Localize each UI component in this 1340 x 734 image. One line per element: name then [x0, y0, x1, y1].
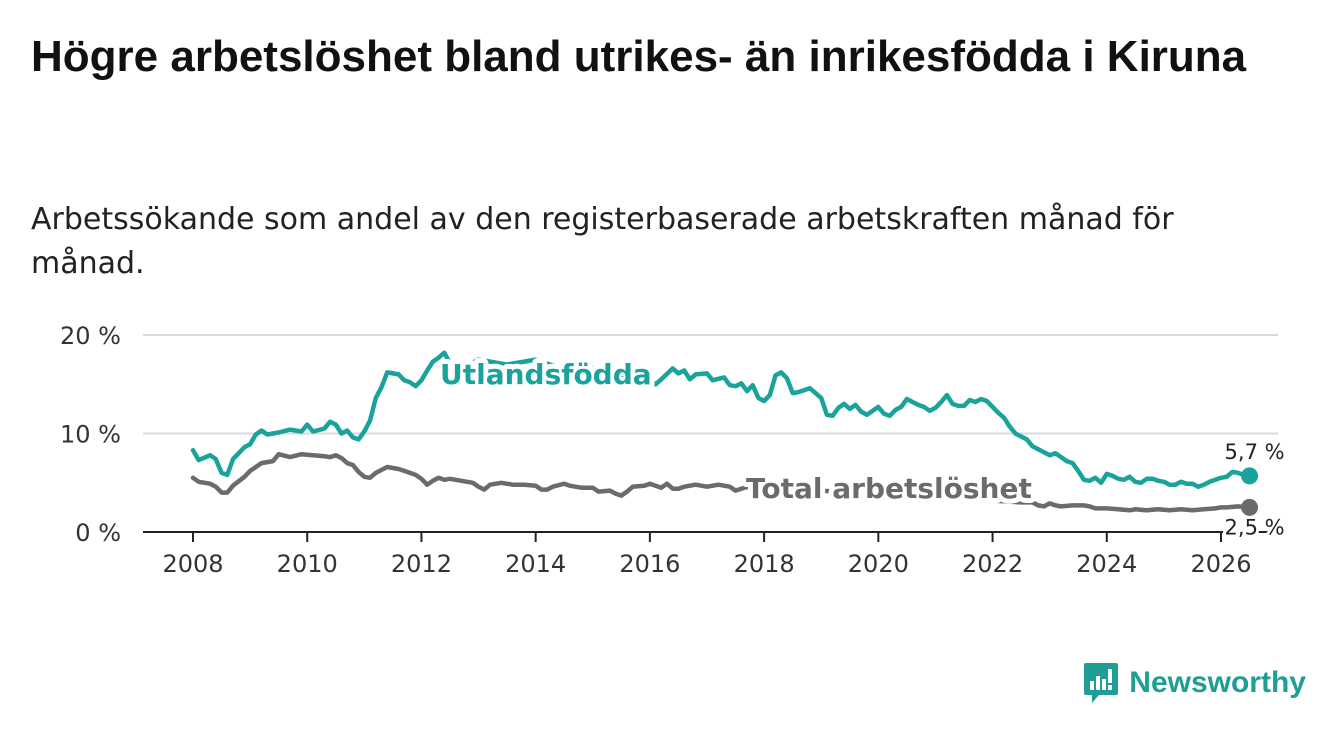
end-point-utlandsfodda	[1241, 467, 1259, 485]
x-tick-label: 2014	[505, 550, 566, 578]
series-layer	[190, 350, 1259, 516]
x-tick-label: 2010	[277, 550, 338, 578]
series-label-total: Total arbetslöshet	[746, 472, 1032, 505]
x-tick-label: 2016	[619, 550, 680, 578]
series-label-utlandsfodda: Utlandsfödda	[440, 358, 652, 391]
newsworthy-logo-icon	[1084, 663, 1119, 703]
end-point-total	[1241, 498, 1259, 516]
x-tick-label: 2012	[391, 550, 452, 578]
line-chart: 0 % 10 % 20 % 2008 2010 2012 2014 2016 2018 2020…	[60, 322, 1288, 578]
chart-title: Högre arbetslöshet bland utrikes- än inr…	[31, 32, 1247, 81]
y-tick-label: 20 %	[60, 322, 121, 350]
y-tick-label: 0 %	[75, 519, 121, 547]
y-tick-label: 10 %	[60, 421, 121, 449]
x-tick-label: 2018	[734, 550, 795, 578]
x-tick-label: 2024	[1076, 550, 1137, 578]
series-line-total	[190, 451, 1252, 513]
newsworthy-brand: Newsworthy	[1083, 660, 1306, 706]
end-value-label-utlandsfodda: 5,7 %	[1225, 440, 1285, 464]
grid-layer: 0 % 10 % 20 %	[60, 322, 1278, 547]
x-tick-label: 2026	[1190, 550, 1251, 578]
chart-subtitle: Arbetssökande som andel av den registerb…	[31, 202, 1174, 281]
series-line-utlandsfodda	[190, 350, 1252, 489]
x-tick-label: 2020	[848, 550, 909, 578]
x-tick-label: 2008	[162, 550, 223, 578]
end-value-label-total: 2,5 %	[1225, 515, 1285, 539]
x-tick-label: 2022	[962, 550, 1023, 578]
label-layer: Utlandsfödda Total arbetslöshet 5,7 % 2,5 %	[435, 353, 1288, 542]
brand-name: Newsworthy	[1129, 666, 1306, 699]
axis-layer: 2008 2010 2012 2014 2016 2018 2020 2022 2024 2026	[162, 532, 1252, 578]
